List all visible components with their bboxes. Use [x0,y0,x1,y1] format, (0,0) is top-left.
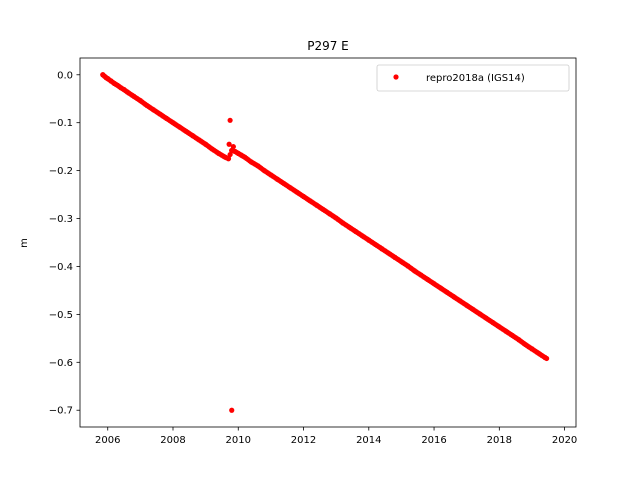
data-point [431,281,437,287]
data-point [229,407,235,413]
data-point [294,189,300,195]
data-point [327,211,333,217]
legend-marker [393,74,399,80]
y-tick-label: −0.4 [49,262,73,273]
data-points [100,72,550,413]
data-point [307,198,313,204]
y-tick-label: −0.7 [49,406,73,417]
data-point [522,341,529,348]
data-point [464,302,470,308]
data-point-fill [227,151,233,158]
data-point [157,111,163,117]
data-point [225,156,232,162]
y-tick-label: −0.1 [49,118,73,129]
data-point [320,206,326,213]
axis-ticks: 2006 2008 2010 2012 2014 2016 2018 2020 0.0 −0.1 −… [49,70,578,446]
data-point [268,172,274,178]
data-point [124,89,130,95]
data-point [470,306,476,313]
data-point [516,337,522,343]
data-point [248,159,254,165]
data-point [496,324,502,330]
data-point [503,328,509,334]
chart-title: P297 E [307,39,349,53]
y-tick-label: −0.6 [49,358,73,369]
data-point [385,250,391,256]
x-tick-label: 2018 [487,435,512,446]
data-point [137,98,143,104]
data-point [509,332,515,339]
data-point [227,117,233,123]
x-tick-label: 2014 [356,435,381,446]
data-point [274,176,281,182]
legend-box [376,64,570,92]
data-point [346,224,352,230]
data-point [189,133,196,139]
data-point [150,107,157,113]
y-tick-label: −0.2 [49,166,73,177]
data-point [490,319,496,326]
data-point [529,346,535,352]
x-tick-label: 2008 [160,435,185,446]
x-tick-label: 2020 [552,435,577,446]
data-point [366,237,372,243]
data-point [405,263,411,269]
data-point [444,289,450,295]
y-tick-label: 0.0 [57,70,73,81]
y-axis-label: m [19,238,30,248]
data-point [544,355,550,362]
data-point [131,93,137,99]
x-tick-label: 2016 [421,435,446,446]
x-tick-label: 2010 [226,435,251,446]
data-point [457,298,463,304]
data-point [477,311,483,317]
data-point [230,144,236,150]
data-point [281,180,287,187]
data-point [242,154,248,160]
data-point [261,168,267,174]
data-point [300,193,307,200]
data-point [353,228,359,235]
data-point [183,128,189,134]
data-point [255,163,261,169]
data-point [392,254,398,260]
data-point [144,102,150,109]
legend: repro2018a (IGS14) [376,64,570,92]
data-point [333,215,339,221]
data-point [226,141,232,147]
x-tick-label: 2012 [291,435,316,446]
data-point [418,272,424,278]
data-point [287,185,294,191]
data-point [424,276,431,282]
data-point [203,141,209,147]
y-tick-label: −0.3 [49,214,73,225]
data-point [340,220,346,226]
data-point [411,268,418,274]
data-point [216,150,222,156]
data-point [483,315,489,321]
plot-area-frame [79,57,577,428]
legend-label: repro2018a (IGS14) [426,73,525,84]
data-point [437,285,444,291]
data-point [451,294,457,300]
y-tick-label: −0.5 [49,310,73,321]
data-point [176,124,183,130]
data-point [163,115,170,121]
data-point [398,259,405,265]
data-point [535,350,542,356]
data-point [379,246,385,252]
data-point [359,233,365,239]
data-point [170,120,176,126]
x-tick-label: 2006 [95,435,120,446]
data-point [372,241,378,248]
data-point [209,146,215,152]
data-point [196,137,202,143]
data-point [313,202,320,208]
